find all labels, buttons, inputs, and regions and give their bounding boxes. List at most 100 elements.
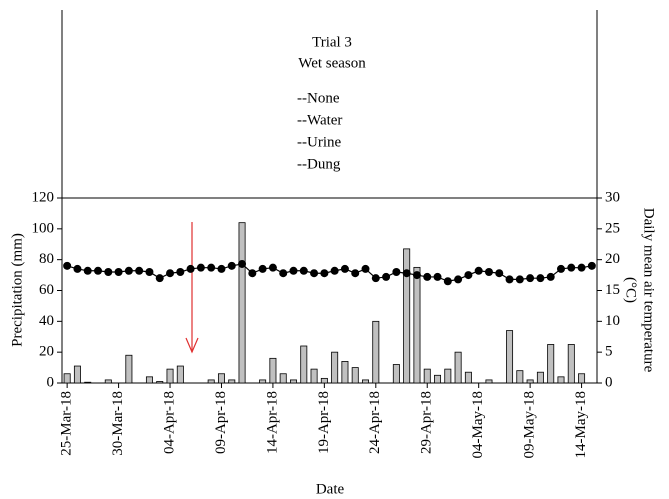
- point: [464, 271, 473, 280]
- bar: [506, 330, 514, 384]
- y-axis-label: Precipitation (mm): [9, 233, 25, 347]
- point: [587, 261, 596, 270]
- bar: [320, 377, 328, 384]
- bar: [217, 373, 225, 384]
- y-tick-label: 20: [39, 344, 54, 360]
- point: [166, 269, 175, 278]
- y2-axis-label: Daily mean air temperature: [641, 208, 657, 373]
- y2-tick-label: 5: [605, 344, 613, 360]
- bar: [73, 365, 81, 384]
- point: [104, 268, 113, 276]
- point: [63, 261, 72, 270]
- y2-tick-label: 25: [605, 220, 620, 236]
- point: [258, 264, 267, 273]
- bar: [176, 365, 184, 384]
- point: [73, 264, 82, 273]
- legend-text: --None: [297, 90, 340, 106]
- bar: [392, 364, 400, 384]
- x-tick-label: 14-May-18: [573, 391, 589, 459]
- bar: [485, 379, 493, 384]
- bar: [84, 381, 92, 384]
- y2-tick-label: 20: [605, 251, 620, 267]
- point: [515, 275, 524, 284]
- point: [392, 268, 401, 276]
- bar: [464, 371, 472, 384]
- point: [412, 271, 421, 280]
- legend-text: --Water: [297, 112, 342, 128]
- bar: [454, 351, 462, 384]
- y-tick-label: 40: [39, 313, 54, 329]
- y-tick-label: 100: [32, 220, 55, 236]
- bar: [557, 376, 565, 384]
- chart-subtitle: Wet season: [298, 55, 366, 71]
- point: [196, 263, 205, 272]
- bar: [279, 373, 287, 384]
- bar: [578, 373, 586, 384]
- point: [176, 268, 185, 276]
- point: [330, 266, 339, 275]
- bar: [547, 344, 555, 384]
- bar: [290, 379, 297, 384]
- point: [371, 274, 380, 283]
- point: [546, 272, 555, 281]
- bar: [434, 374, 442, 384]
- bar: [104, 379, 112, 384]
- x-axis-label: Date: [316, 481, 345, 497]
- point: [536, 274, 545, 283]
- point: [114, 268, 123, 276]
- point: [124, 266, 133, 275]
- y-tick-label: 0: [47, 374, 55, 390]
- y2-tick-label: 10: [605, 313, 620, 329]
- bar: [341, 361, 349, 384]
- point: [310, 269, 319, 278]
- bar: [300, 345, 308, 384]
- x-tick-label: 29-Apr-18: [419, 391, 435, 454]
- point: [526, 274, 535, 283]
- point: [382, 272, 391, 281]
- x-tick-label: 25-Mar-18: [59, 391, 75, 456]
- point: [135, 266, 144, 275]
- bar: [351, 367, 359, 384]
- y2-tick-label: 30: [605, 189, 620, 205]
- point: [474, 266, 483, 275]
- y2-tick-label: 0: [605, 374, 613, 390]
- point: [186, 264, 195, 273]
- point: [423, 272, 432, 281]
- x-tick-label: 24-Apr-18: [367, 391, 383, 454]
- bar: [413, 266, 421, 384]
- point: [248, 269, 257, 278]
- point: [289, 266, 298, 275]
- point: [433, 272, 442, 281]
- line: [66, 263, 592, 282]
- point: [361, 264, 370, 273]
- point: [340, 264, 349, 273]
- bar: [228, 379, 236, 384]
- bar: [403, 248, 411, 384]
- point: [94, 266, 103, 275]
- bar: [259, 379, 267, 384]
- y-tick-label: 80: [39, 251, 54, 267]
- point: [279, 269, 288, 278]
- point: [155, 274, 164, 283]
- point: [495, 269, 504, 278]
- point: [505, 275, 514, 284]
- x-tick-label: 09-May-18: [522, 391, 538, 459]
- legend-text: --Dung: [297, 156, 341, 172]
- point: [217, 264, 226, 273]
- x-tick-label: 14-Apr-18: [264, 391, 280, 454]
- legend-text: --Urine: [297, 134, 341, 150]
- point: [320, 269, 329, 278]
- y2-tick-label: 15: [605, 282, 620, 298]
- bar: [362, 379, 369, 384]
- point: [454, 275, 463, 284]
- bar: [156, 381, 164, 384]
- bar: [269, 357, 277, 384]
- point: [145, 268, 154, 276]
- bar: [238, 222, 246, 384]
- x-tick-label: 30-Mar-18: [110, 391, 126, 456]
- bar: [516, 370, 524, 384]
- bar: [331, 351, 339, 384]
- point: [556, 264, 565, 273]
- point: [443, 277, 452, 286]
